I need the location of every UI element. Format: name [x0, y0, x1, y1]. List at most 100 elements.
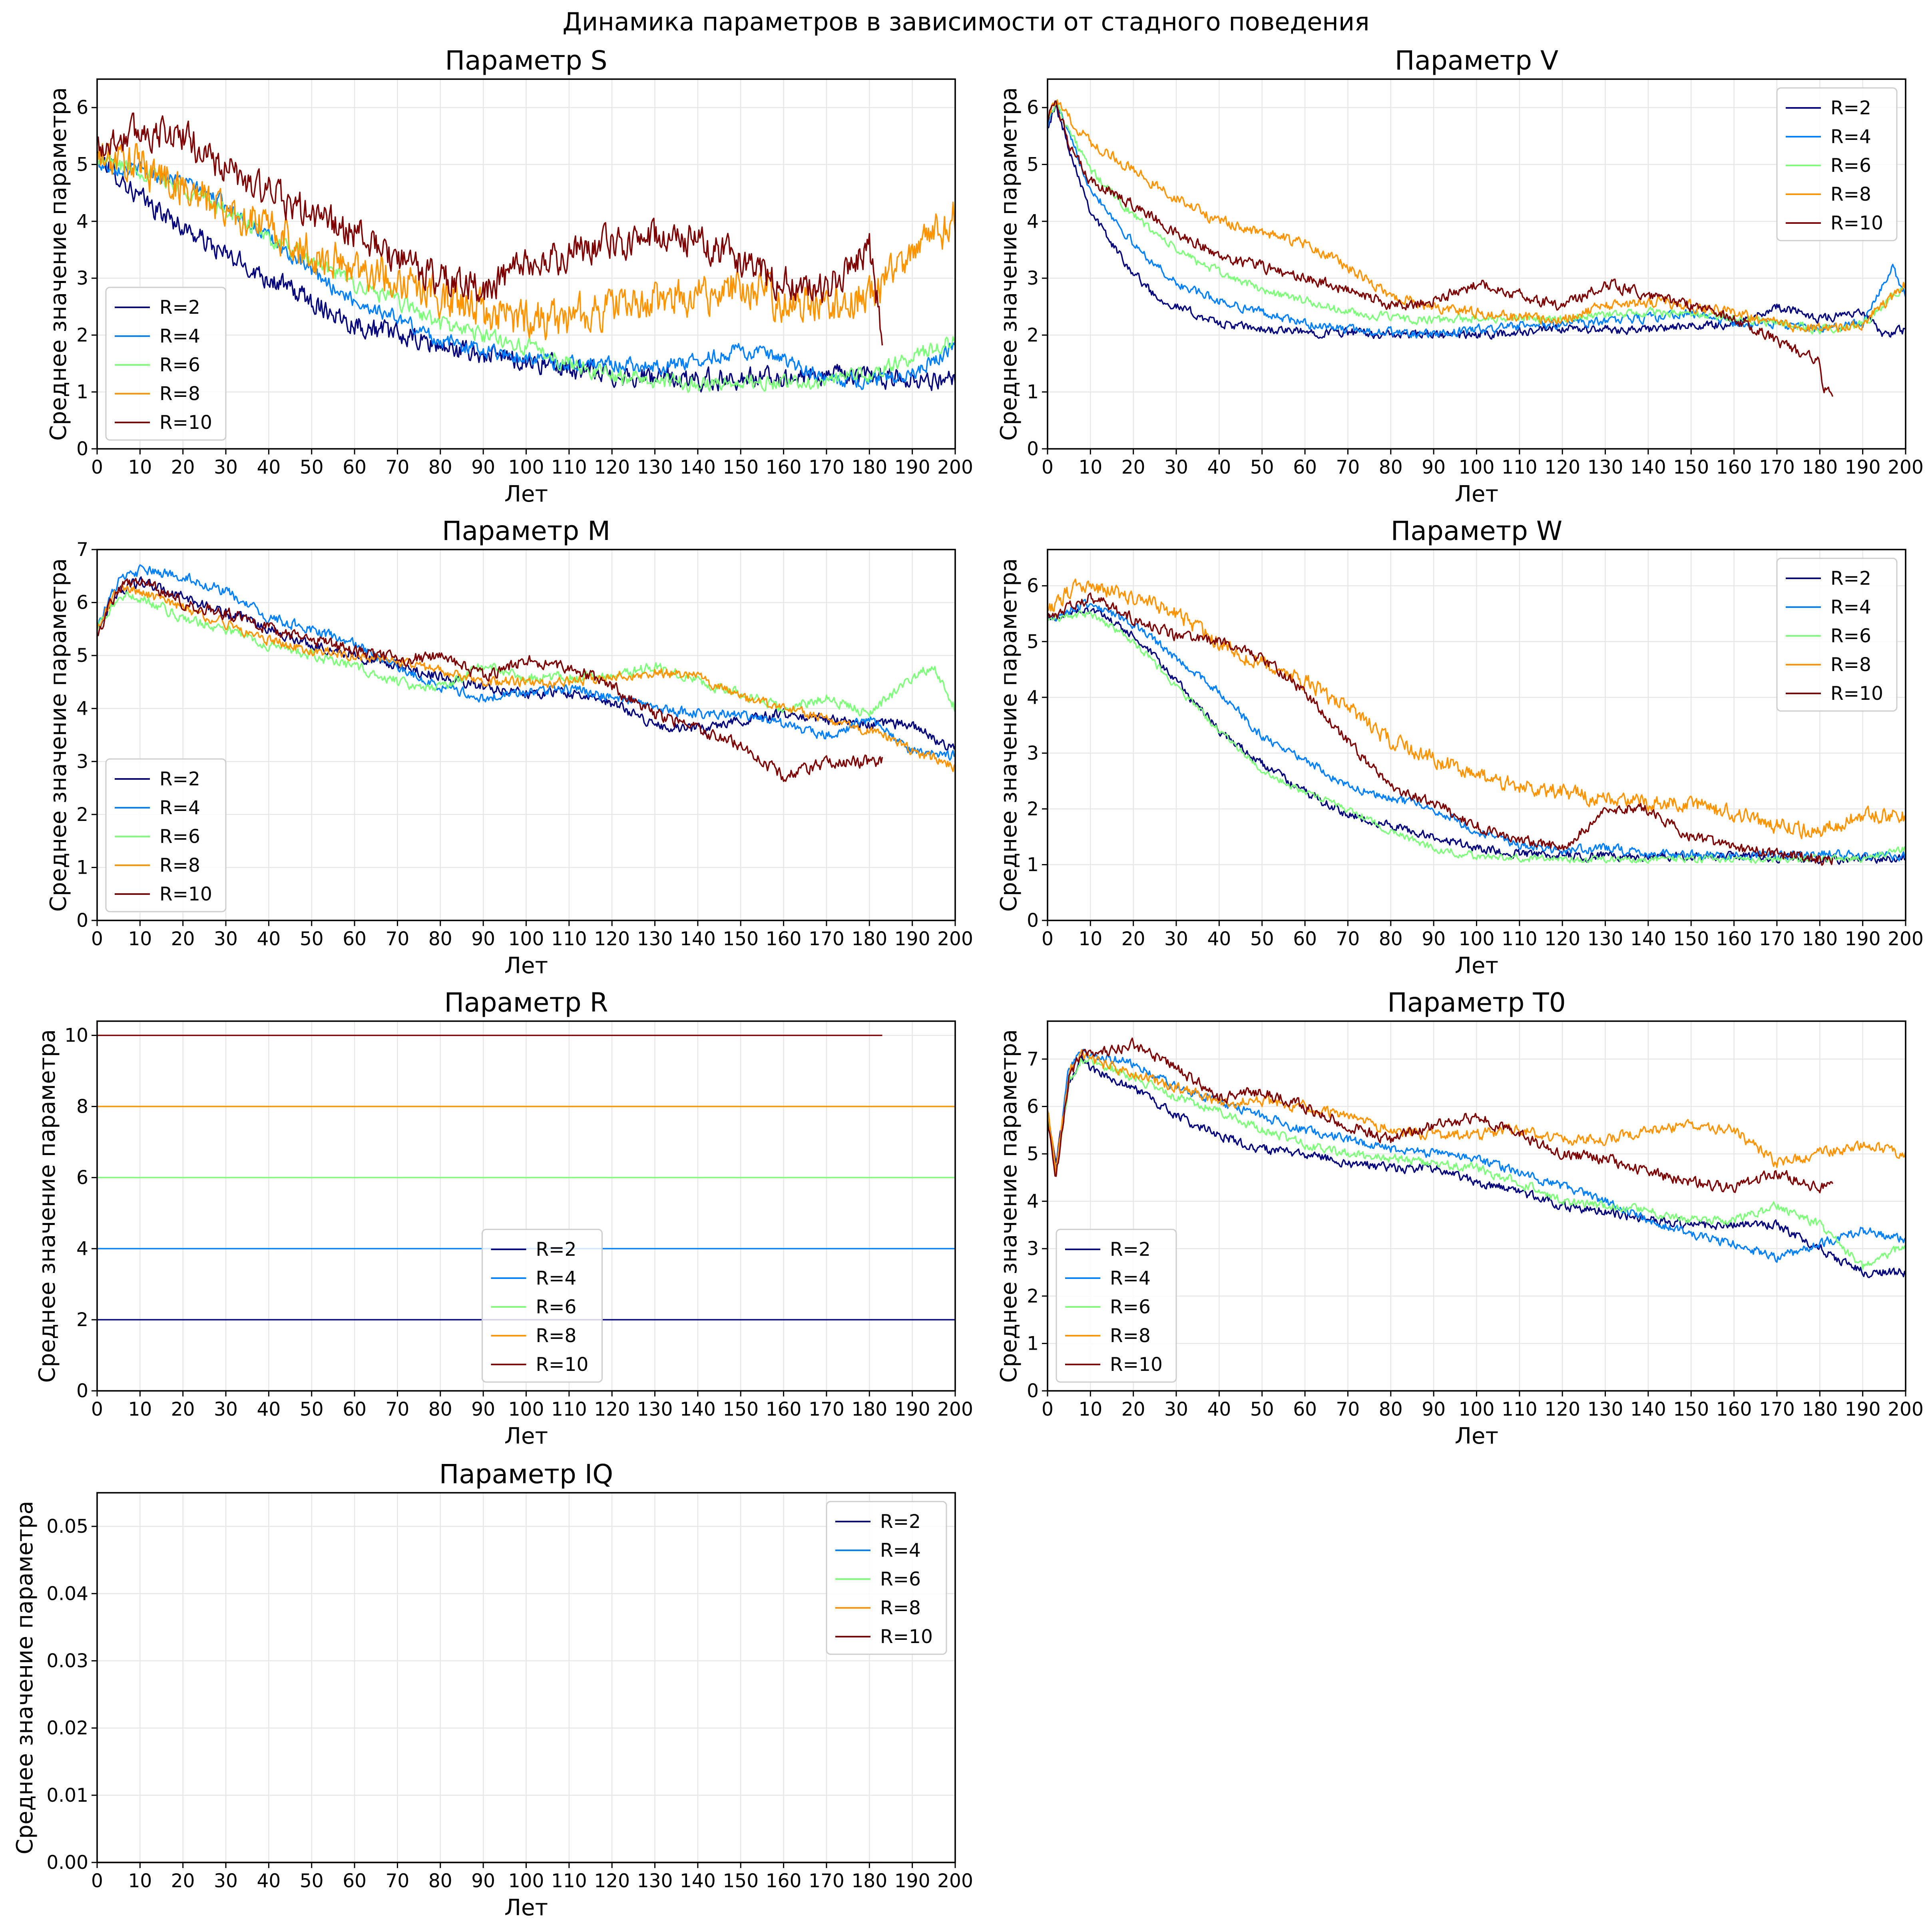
x-tick-label: 120: [1544, 928, 1580, 950]
legend-label: R=8: [1830, 654, 1871, 676]
x-tick-label: 90: [1422, 928, 1446, 950]
legend-label: R=10: [880, 1626, 933, 1648]
x-tick-label: 80: [428, 1398, 452, 1420]
legend-box: [1056, 1229, 1177, 1383]
y-tick-label: 8: [76, 1095, 88, 1117]
legend-label: R=6: [880, 1568, 921, 1590]
y-tick-label: 5: [1027, 631, 1039, 653]
x-tick-label: 200: [937, 1870, 973, 1892]
panel-title: Параметр S: [445, 45, 607, 76]
y-tick-label: 0: [76, 438, 88, 460]
x-tick-label: 70: [386, 928, 410, 950]
y-tick-label: 4: [76, 211, 88, 233]
x-tick-label: 30: [1164, 928, 1188, 950]
y-tick-label: 2: [76, 1309, 88, 1331]
x-tick-label: 40: [257, 928, 281, 950]
panel-6: 0 10 20 30 40 50 60 70 80 90 100 110 120 130 140 150 160…: [12, 1459, 973, 1921]
x-tick-label: 0: [91, 1870, 103, 1892]
y-tick-label: 5: [1027, 153, 1039, 175]
x-tick-label: 120: [1544, 456, 1580, 478]
legend: R=2 R=4 R=6 R=8 R=10: [826, 1501, 947, 1655]
x-tick-label: 170: [809, 1870, 845, 1892]
x-tick-label: 20: [1121, 928, 1145, 950]
y-axis-label: Среднее значение параметра: [12, 1501, 38, 1854]
legend-label: R=4: [159, 325, 200, 347]
x-tick-label: 80: [1379, 1398, 1403, 1420]
y-tick-label: 0: [1027, 910, 1039, 932]
series-line-R=10: [97, 578, 883, 782]
series-line-R=6: [97, 153, 955, 393]
x-axis-label: Лет: [504, 1895, 548, 1921]
y-tick-label: 6: [76, 592, 88, 614]
x-tick-label: 100: [508, 928, 544, 950]
panel-title: Параметр V: [1395, 45, 1558, 76]
x-tick-label: 130: [637, 456, 673, 478]
x-tick-label: 70: [1336, 928, 1360, 950]
series-line-R=6: [1048, 1056, 1906, 1270]
y-tick-label: 0.01: [46, 1785, 88, 1807]
x-tick-label: 110: [551, 1398, 587, 1420]
legend-box: [482, 1229, 603, 1383]
x-tick-label: 100: [1459, 456, 1495, 478]
x-axis-label: Лет: [504, 1423, 548, 1449]
x-tick-label: 90: [471, 928, 495, 950]
panel-2: 0 10 20 30 40 50 60 70 80 90 100 110 120 130 140 150 160…: [46, 516, 973, 979]
legend-box: [105, 758, 227, 912]
legend-label: R=6: [536, 1296, 577, 1318]
x-tick-label: 30: [214, 928, 238, 950]
legend: R=2 R=4 R=6 R=8 R=10: [1776, 558, 1898, 712]
x-tick-label: 80: [428, 456, 452, 478]
y-tick-label: 3: [1027, 267, 1039, 289]
x-tick-label: 50: [300, 456, 324, 478]
y-axis-label: Среднее значение параметра: [46, 558, 72, 912]
x-tick-label: 190: [1845, 928, 1881, 950]
series-line-R=8: [1048, 99, 1906, 333]
x-tick-label: 160: [766, 456, 802, 478]
y-tick-label: 6: [1027, 1095, 1039, 1117]
panel-title: Параметр R: [444, 987, 608, 1018]
y-axis-label: Среднее значение параметра: [46, 87, 72, 441]
y-tick-label: 2: [1027, 798, 1039, 820]
x-tick-label: 170: [809, 928, 845, 950]
x-tick-label: 50: [1250, 456, 1274, 478]
x-tick-label: 40: [257, 456, 281, 478]
x-tick-label: 160: [766, 928, 802, 950]
series-line-R=6: [1048, 610, 1906, 864]
x-tick-label: 170: [809, 456, 845, 478]
x-tick-label: 50: [300, 1398, 324, 1420]
legend-label: R=4: [1830, 596, 1871, 618]
panel-3: 0 10 20 30 40 50 60 70 80 90 100 110 120 130 140 150 160…: [996, 516, 1924, 979]
x-tick-label: 0: [91, 456, 103, 478]
x-tick-label: 80: [1379, 456, 1403, 478]
series-line-R=10: [1048, 592, 1834, 866]
x-tick-label: 150: [723, 1870, 759, 1892]
legend-label: R=8: [1830, 183, 1871, 205]
x-tick-label: 40: [257, 1870, 281, 1892]
series-line-R=8: [1048, 1049, 1906, 1175]
x-tick-label: 70: [386, 1398, 410, 1420]
x-tick-label: 90: [1422, 1398, 1446, 1420]
x-tick-label: 190: [894, 456, 930, 478]
x-tick-label: 180: [1802, 456, 1838, 478]
legend-label: R=2: [880, 1511, 921, 1533]
x-tick-label: 120: [594, 928, 630, 950]
legend-label: R=2: [159, 297, 200, 319]
legend-label: R=6: [1830, 625, 1871, 647]
y-tick-label: 6: [1027, 575, 1039, 597]
y-tick-label: 1: [1027, 854, 1039, 876]
x-tick-label: 30: [1164, 456, 1188, 478]
y-tick-label: 7: [1027, 1048, 1039, 1070]
x-tick-label: 150: [1673, 928, 1709, 950]
figure-title: Динамика параметров в зависимости от ста…: [562, 7, 1369, 36]
panel-1: 0 10 20 30 40 50 60 70 80 90 100 110 120 130 140 150 160…: [996, 45, 1924, 507]
x-tick-label: 180: [1802, 1398, 1838, 1420]
panel-title: Параметр W: [1391, 516, 1562, 546]
x-tick-label: 110: [551, 1870, 587, 1892]
x-tick-label: 100: [508, 1870, 544, 1892]
x-tick-label: 200: [1888, 928, 1924, 950]
x-tick-label: 140: [1630, 456, 1666, 478]
y-tick-label: 3: [76, 267, 88, 289]
y-tick-label: 7: [76, 539, 88, 561]
x-tick-label: 120: [594, 456, 630, 478]
